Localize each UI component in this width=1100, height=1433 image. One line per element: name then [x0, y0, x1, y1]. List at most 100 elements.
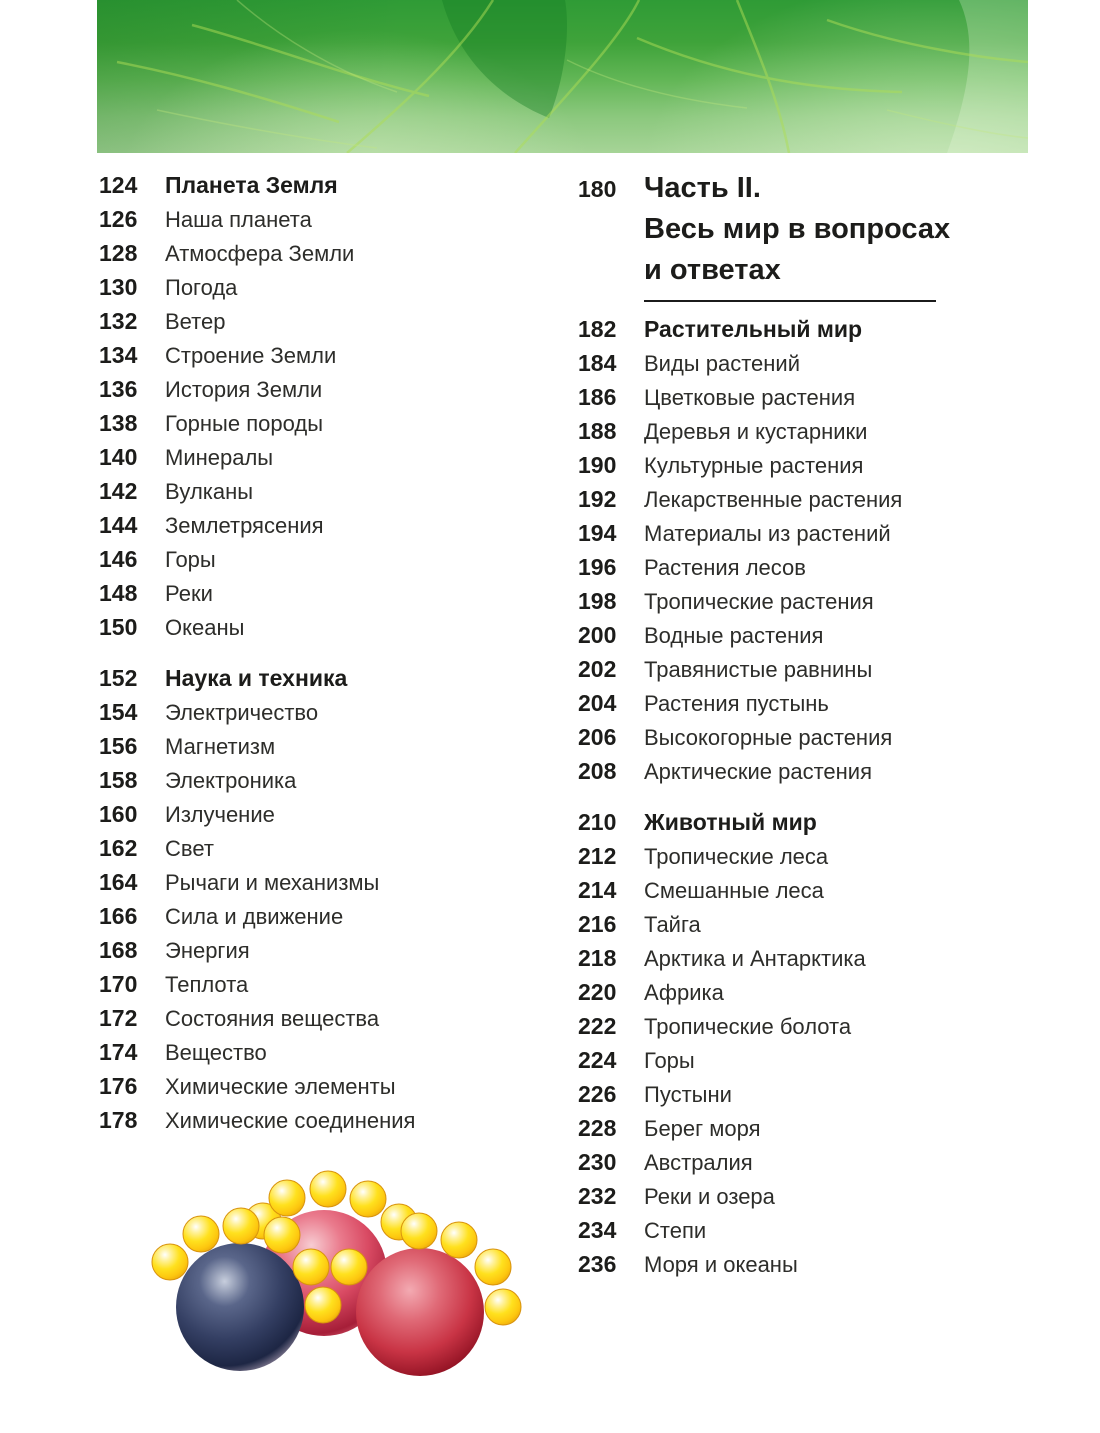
toc-entry-title: Электроника — [165, 768, 297, 793]
toc-entry-title: Деревья и кустарники — [644, 419, 868, 444]
toc-page-number: 216 — [578, 911, 617, 937]
toc-row: 220 Африка — [578, 975, 1038, 1009]
toc-entry-title: Животный мир — [644, 809, 817, 835]
toc-row: 192 Лекарственные растения — [578, 482, 1038, 516]
toc-page-number: 128 — [99, 240, 138, 266]
toc-entry-title: Наша планета — [165, 207, 312, 232]
toc-row: 224 Горы — [578, 1043, 1038, 1077]
toc-entry-title: Смешанные леса — [644, 878, 824, 903]
toc-group-header-row: 210 Животный мир — [578, 805, 1038, 839]
toc-page-number: 130 — [99, 274, 138, 300]
toc-row: 186 Цветковые растения — [578, 380, 1038, 414]
toc-page-number: 222 — [578, 1013, 617, 1039]
toc-row: 208 Арктические растения — [578, 754, 1038, 788]
toc-entry-title: Реки — [165, 581, 213, 606]
toc-row: 232 Реки и озера — [578, 1179, 1038, 1213]
toc-entry-title: Горы — [165, 547, 216, 572]
toc-row: 216 Тайга — [578, 907, 1038, 941]
toc-row: 178 Химические соединения — [99, 1103, 539, 1137]
atom-sphere-navy — [176, 1243, 304, 1371]
toc-entry-title: Африка — [644, 980, 724, 1005]
toc-page-number: 138 — [99, 410, 138, 436]
toc-row: 172 Состояния вещества — [99, 1001, 539, 1035]
toc-row: 218 Арктика и Антарктика — [578, 941, 1038, 975]
toc-row: 150 Океаны — [99, 610, 539, 644]
toc-entry-title: Тропические леса — [644, 844, 829, 869]
toc-page-number: 168 — [99, 937, 138, 963]
toc-entry-title: Моря и океаны — [644, 1252, 798, 1277]
toc-page-number: 180 — [578, 176, 617, 202]
toc-row: 190 Культурные растения — [578, 448, 1038, 482]
toc-page-number: 144 — [99, 512, 138, 538]
toc-group: 124 Планета Земля 126 Наша планета 128 Атмосф… — [99, 168, 539, 644]
toc-entry-title: Излучение — [165, 802, 275, 827]
toc-entry-title: Высокогорные растения — [644, 725, 893, 750]
toc-row: 162 Свет — [99, 831, 539, 865]
toc-row: 166 Сила и движение — [99, 899, 539, 933]
toc-row: 164 Рычаги и механизмы — [99, 865, 539, 899]
toc-entry-title: Арктика и Антарктика — [644, 946, 866, 971]
part-divider-line — [644, 300, 936, 302]
toc-group: 182 Растительный мир 184 Виды растений 186 Цв… — [578, 312, 1038, 788]
toc-entry-title: Тропические болота — [644, 1014, 852, 1039]
toc-row: 144 Землетрясения — [99, 508, 539, 542]
toc-page-number: 224 — [578, 1047, 617, 1073]
toc-page-number: 134 — [99, 342, 138, 368]
toc-right-groups: 182 Растительный мир 184 Виды растений 186 Цв… — [578, 312, 1038, 1281]
toc-entry-title: Вулканы — [165, 479, 254, 504]
toc-page-number: 202 — [578, 656, 617, 682]
toc-row: 140 Минералы — [99, 440, 539, 474]
toc-entry-title: Тайга — [644, 912, 701, 937]
toc-page-number: 166 — [99, 903, 138, 929]
toc-entry-title: Растения лесов — [644, 555, 806, 580]
toc-entry-title: Океаны — [165, 615, 245, 640]
toc-page-number: 212 — [578, 843, 617, 869]
toc-page-number: 156 — [99, 733, 138, 759]
toc-entry-title: Реки и озера — [644, 1184, 775, 1209]
toc-entry-title: Степи — [644, 1218, 707, 1243]
toc-page-number: 236 — [578, 1251, 617, 1277]
toc-entry-title: Лекарственные растения — [644, 487, 903, 512]
toc-entry-title: Пустыни — [644, 1082, 732, 1107]
toc-row: 228 Берег моря — [578, 1111, 1038, 1145]
toc-page-number: 142 — [99, 478, 138, 504]
toc-page-number: 192 — [578, 486, 617, 512]
part-title: Часть II. Весь мир в вопросах и ответах — [644, 168, 950, 291]
toc-page-number: 220 — [578, 979, 617, 1005]
toc-page-number: 194 — [578, 520, 617, 546]
toc-page-number: 208 — [578, 758, 617, 784]
toc-entry-title: Землетрясения — [165, 513, 324, 538]
leaf-banner-image — [97, 0, 1028, 153]
toc-right-column: 180 Часть II. Весь мир в вопросах и отве… — [578, 168, 1038, 1298]
toc-row: 206 Высокогорные растения — [578, 720, 1038, 754]
toc-row: 142 Вулканы — [99, 474, 539, 508]
toc-entry-title: Горные породы — [165, 411, 324, 436]
toc-row: 230 Австралия — [578, 1145, 1038, 1179]
toc-page-number: 162 — [99, 835, 138, 861]
toc-row: 176 Химические элементы — [99, 1069, 539, 1103]
toc-page-number: 124 — [99, 172, 138, 198]
toc-page-number: 234 — [578, 1217, 617, 1243]
atom-sphere-red — [356, 1248, 484, 1376]
toc-page-number: 210 — [578, 809, 617, 835]
leaf-veins — [116, 0, 1028, 153]
toc-page-number: 136 — [99, 376, 138, 402]
toc-page-number: 200 — [578, 622, 617, 648]
toc-row: 158 Электроника — [99, 763, 539, 797]
toc-entry-title: Состояния вещества — [165, 1006, 380, 1031]
toc-entry-title: Горы — [644, 1048, 695, 1073]
toc-page-number: 146 — [99, 546, 138, 572]
toc-page-number: 176 — [99, 1073, 138, 1099]
toc-entry-title: Химические элементы — [165, 1074, 396, 1099]
toc-entry-title: Водные растения — [644, 623, 824, 648]
toc-page-number: 214 — [578, 877, 617, 903]
molecule-illustration — [151, 1170, 522, 1376]
toc-row: 126 Наша планета — [99, 202, 539, 236]
toc-row: 160 Излучение — [99, 797, 539, 831]
toc-entry-title: Цветковые растения — [644, 385, 856, 410]
toc-row: 234 Степи — [578, 1213, 1038, 1247]
toc-row: 174 Вещество — [99, 1035, 539, 1069]
toc-row: 188 Деревья и кустарники — [578, 414, 1038, 448]
toc-row: 222 Тропические болота — [578, 1009, 1038, 1043]
toc-group: 152 Наука и техника 154 Электричество 156 Маг… — [99, 661, 539, 1137]
